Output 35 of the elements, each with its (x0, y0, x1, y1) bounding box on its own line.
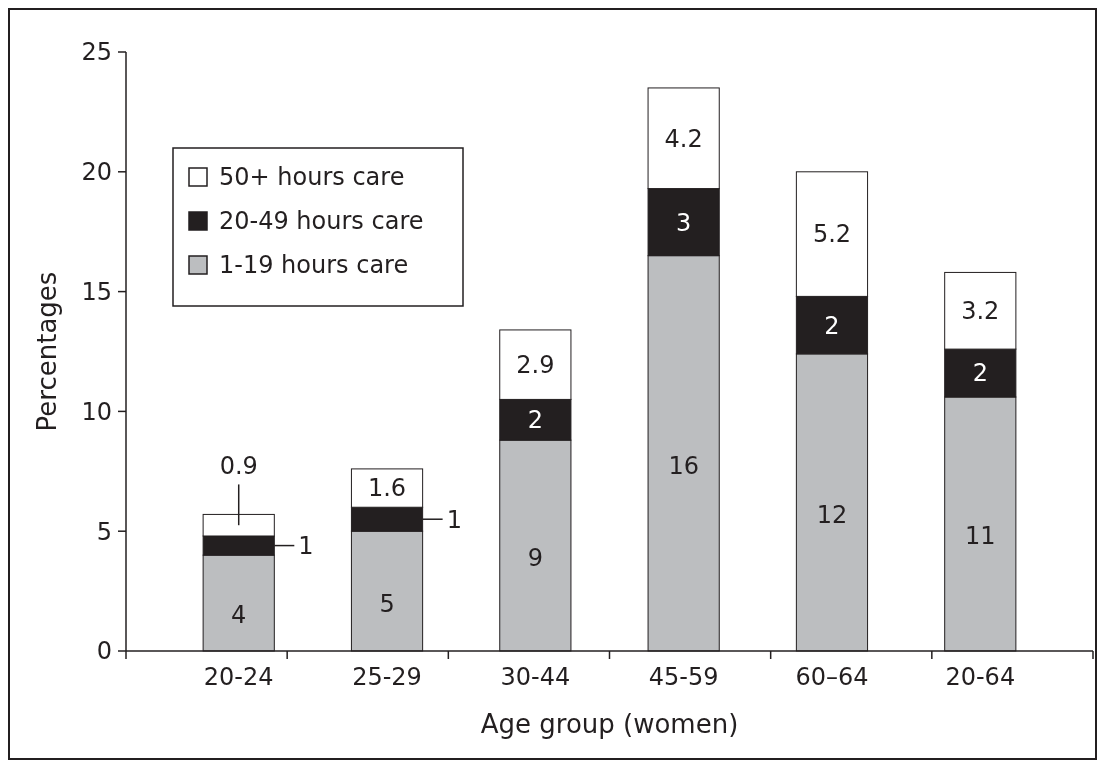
data-label: 16 (668, 451, 699, 480)
x-tick-label: 30-44 (500, 663, 571, 691)
y-tick-label: 5 (96, 517, 112, 546)
data-label: 2 (972, 359, 988, 388)
legend-label: 50+ hours care (219, 163, 405, 192)
data-label: 12 (816, 500, 848, 529)
x-tick-label: 20-24 (203, 663, 274, 691)
data-label: 2 (527, 406, 543, 435)
y-axis-title: Percentages (32, 271, 62, 432)
y-tick-label: 0 (96, 637, 112, 666)
x-tick-label: 20-64 (945, 663, 1016, 691)
data-label: 4.2 (664, 124, 703, 153)
data-label: 2.9 (516, 351, 555, 380)
x-tick-label: 45-59 (648, 663, 719, 691)
y-tick-label: 15 (81, 278, 112, 306)
x-tick-label: 25-29 (352, 663, 422, 691)
x-tick-label: 60–64 (795, 663, 869, 691)
data-label: 3 (676, 208, 692, 237)
data-label: 1 (298, 531, 314, 560)
data-label: 0.9 (219, 452, 258, 481)
data-label: 5.2 (812, 220, 852, 249)
y-tick-label: 20 (81, 158, 112, 187)
x-axis-title: Age group (women) (480, 709, 739, 739)
data-label: 1.6 (367, 474, 407, 503)
data-label: 9 (527, 543, 543, 572)
y-tick-label: 10 (81, 397, 112, 426)
y-tick-label: 25 (81, 38, 112, 67)
data-label: 1 (446, 505, 462, 534)
legend-label: 1-19 hours care (219, 251, 409, 280)
data-label: 3.2 (961, 297, 1000, 326)
data-label: 4 (231, 601, 247, 630)
data-label: 2 (824, 311, 840, 340)
data-label: 5 (379, 589, 395, 618)
data-label: 11 (965, 522, 996, 551)
legend-label: 20-49 hours care (219, 207, 424, 236)
